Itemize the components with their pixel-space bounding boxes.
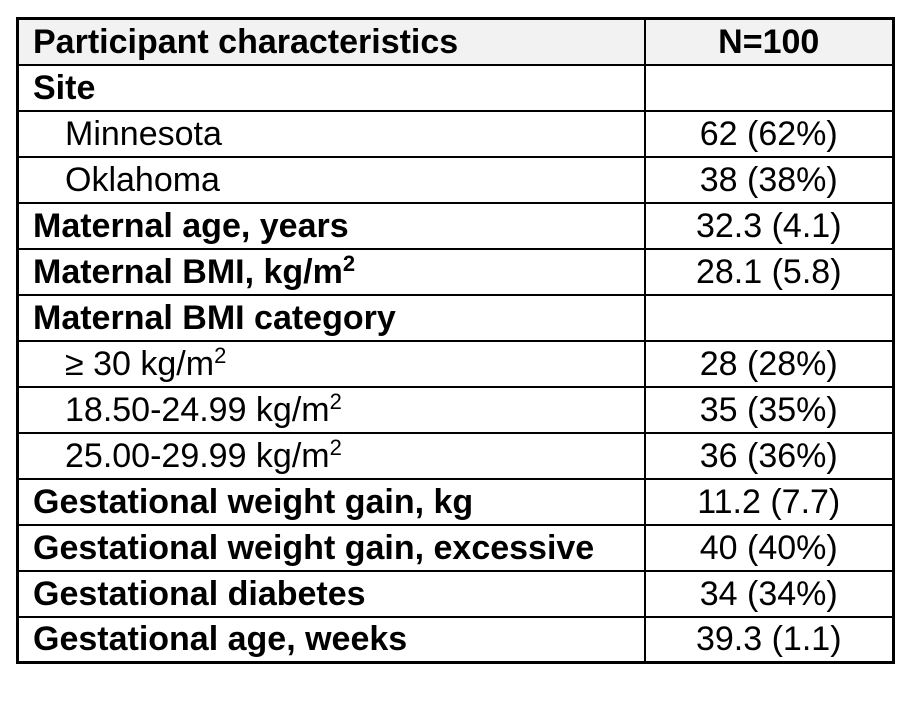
characteristic-label: Gestational weight gain, excessive (16, 523, 646, 572)
table-row: Gestational age, weeks 39.3 (1.1) (16, 615, 895, 664)
characteristic-label: Gestational age, weeks (16, 615, 646, 664)
table-row: Maternal BMI category (16, 293, 895, 342)
superscript: 2 (329, 434, 342, 460)
table-row: ≥ 30 kg/m2 28 (28%) (16, 339, 895, 388)
characteristic-label: Maternal BMI category (16, 293, 646, 342)
characteristic-value: 34 (34%) (643, 569, 895, 618)
table-row: Site (16, 63, 895, 112)
table-body: Site Minnesota 62 (62%) Oklahoma 38 (38%… (16, 63, 895, 664)
table-row: 18.50-24.99 kg/m2 35 (35%) (16, 385, 895, 434)
characteristic-label: ≥ 30 kg/m2 (16, 339, 646, 388)
characteristic-value: 32.3 (4.1) (643, 201, 895, 250)
superscript: 2 (342, 250, 356, 276)
table-row: 25.00-29.99 kg/m2 36 (36%) (16, 431, 895, 480)
superscript: 2 (329, 388, 342, 414)
table-row: Gestational weight gain, excessive 40 (4… (16, 523, 895, 572)
characteristic-value: 28.1 (5.8) (643, 247, 895, 296)
header-participant-characteristics: Participant characteristics (16, 17, 646, 66)
characteristic-value: 11.2 (7.7) (643, 477, 895, 526)
characteristic-value: 62 (62%) (643, 109, 895, 158)
characteristic-label: 25.00-29.99 kg/m2 (16, 431, 646, 480)
table-row: Gestational weight gain, kg 11.2 (7.7) (16, 477, 895, 526)
characteristic-label: Maternal BMI, kg/m2 (16, 247, 646, 296)
characteristic-value (643, 63, 895, 112)
characteristic-label: Minnesota (16, 109, 646, 158)
characteristic-value: 35 (35%) (643, 385, 895, 434)
table-row: Minnesota 62 (62%) (16, 109, 895, 158)
characteristic-label: Maternal age, years (16, 201, 646, 250)
characteristic-value: 28 (28%) (643, 339, 895, 388)
characteristic-value: 39.3 (1.1) (643, 615, 895, 664)
superscript: 2 (214, 342, 227, 368)
characteristic-value: 40 (40%) (643, 523, 895, 572)
characteristic-label: Site (16, 63, 646, 112)
characteristic-label: Oklahoma (16, 155, 646, 204)
characteristic-value: 36 (36%) (643, 431, 895, 480)
characteristic-label: 18.50-24.99 kg/m2 (16, 385, 646, 434)
participant-characteristics-table: Participant characteristics N=100 Site M… (16, 17, 895, 664)
characteristic-label: Gestational diabetes (16, 569, 646, 618)
table-header: Participant characteristics N=100 (16, 17, 895, 66)
table-row: Maternal age, years 32.3 (4.1) (16, 201, 895, 250)
table-row: Maternal BMI, kg/m2 28.1 (5.8) (16, 247, 895, 296)
characteristic-value (643, 293, 895, 342)
header-row: Participant characteristics N=100 (16, 17, 895, 66)
table-row: Gestational diabetes 34 (34%) (16, 569, 895, 618)
header-n-count: N=100 (643, 17, 895, 66)
table-row: Oklahoma 38 (38%) (16, 155, 895, 204)
characteristic-label: Gestational weight gain, kg (16, 477, 646, 526)
characteristic-value: 38 (38%) (643, 155, 895, 204)
